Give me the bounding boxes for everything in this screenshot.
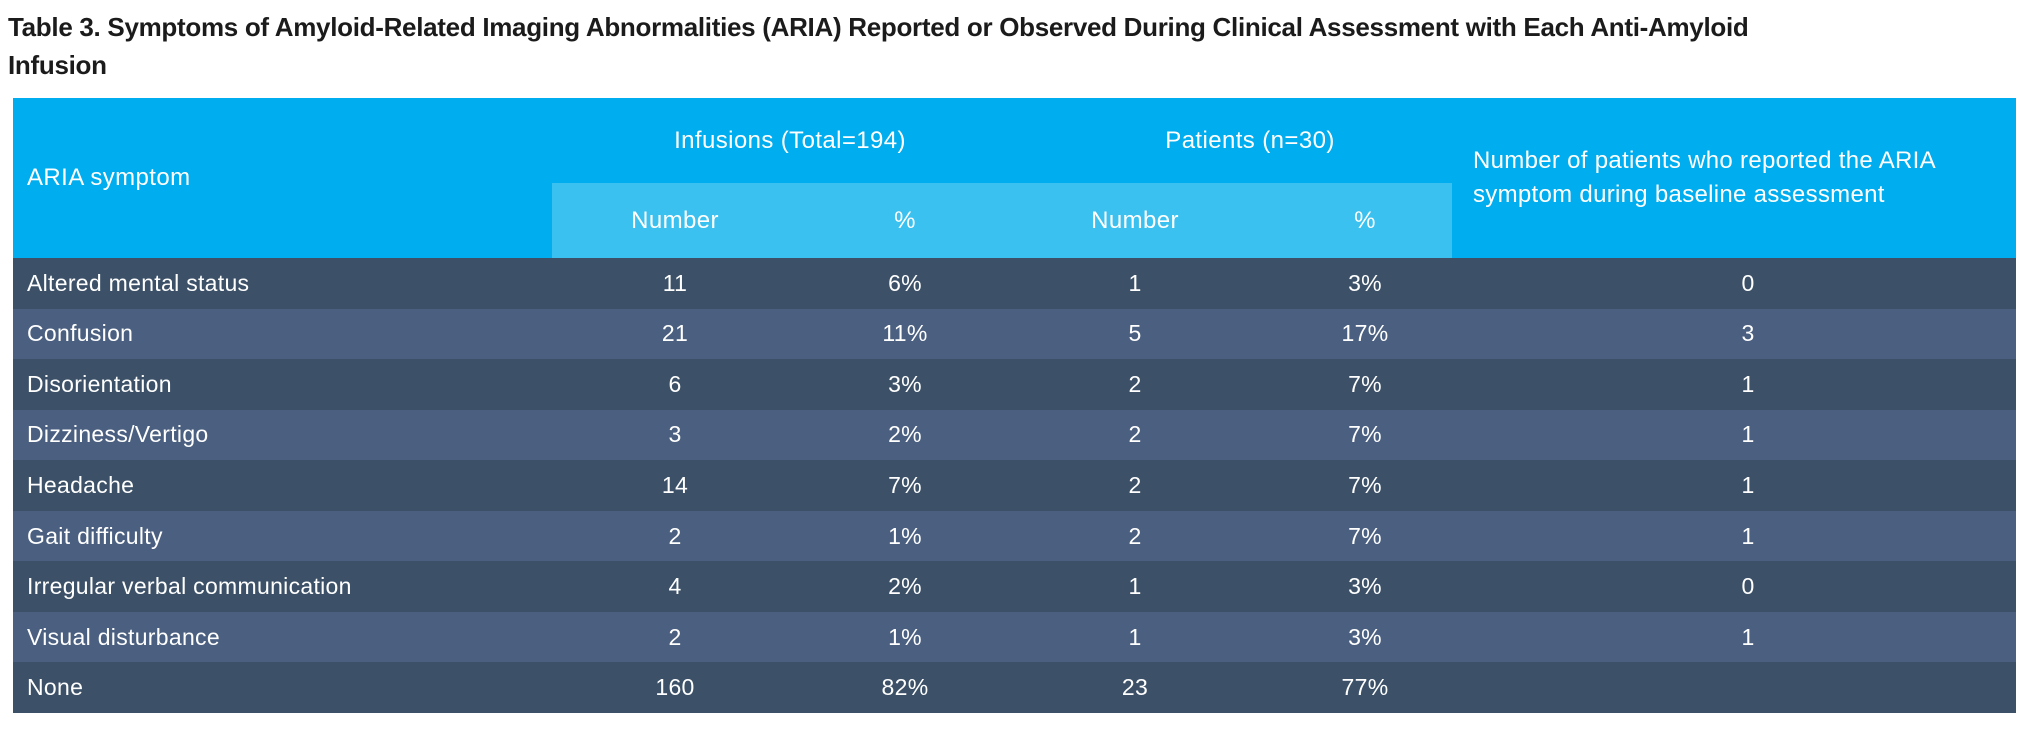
table-row: Dizziness/Vertigo 3 2% 2 7% 1 (13, 409, 2016, 461)
table-row: None 160 82% 23 77% (13, 662, 2016, 713)
cell-baseline: 3 (1741, 320, 1755, 347)
aria-symptoms-table: ARIA symptom Infusions (Total=194) Patie… (13, 98, 2016, 713)
cell-patients-number: 2 (1128, 522, 1142, 549)
cell-patients-percent: 3% (1348, 269, 1382, 296)
cell-symptom: Altered mental status (27, 269, 250, 296)
cell-symptom: Gait difficulty (27, 522, 163, 549)
cell-baseline: 1 (1741, 370, 1755, 397)
table-row: Headache 14 7% 2 7% 1 (13, 460, 2016, 511)
cell-baseline: 1 (1741, 421, 1755, 448)
subheader-infusions-percent: % (894, 206, 916, 234)
subheader-band (552, 183, 1452, 258)
cell-patients-number: 23 (1121, 674, 1149, 701)
cell-infusions-percent: 6% (888, 269, 922, 296)
cell-infusions-percent: 11% (882, 320, 928, 347)
table-body: Altered mental status 11 6% 1 3% 0 Confu… (13, 258, 2016, 713)
subheader-patients-number: Number (1091, 206, 1179, 234)
cell-symptom: Irregular verbal communication (27, 573, 352, 600)
cell-infusions-percent: 2% (888, 421, 922, 448)
cell-infusions-percent: 2% (888, 573, 922, 600)
cell-patients-percent: 17% (1341, 320, 1389, 347)
cell-patients-percent: 3% (1348, 623, 1382, 650)
table-title-line1: Table 3. Symptoms of Amyloid-Related Ima… (8, 12, 1749, 42)
cell-infusions-number: 2 (668, 623, 682, 650)
cell-infusions-number: 4 (668, 573, 682, 600)
cell-patients-number: 1 (1128, 623, 1142, 650)
col-header-aria-symptom: ARIA symptom (27, 164, 191, 191)
cell-patients-number: 2 (1128, 421, 1142, 448)
cell-symptom: Confusion (27, 320, 134, 347)
cell-infusions-percent: 7% (888, 471, 922, 498)
cell-infusions-percent: 1% (888, 522, 922, 549)
cell-baseline: 1 (1741, 471, 1755, 498)
table-row: Irregular verbal communication 4 2% 1 3%… (13, 561, 2016, 612)
table-row: Visual disturbance 2 1% 1 3% 1 (13, 611, 2016, 663)
cell-symptom: Disorientation (27, 370, 172, 397)
col-group-header-infusions: Infusions (Total=194) (674, 126, 906, 154)
cell-symptom: None (27, 674, 84, 701)
cell-baseline: 1 (1741, 522, 1755, 549)
cell-patients-percent: 7% (1348, 522, 1382, 549)
subheader-infusions-number: Number (631, 206, 719, 234)
table-header: ARIA symptom Infusions (Total=194) Patie… (13, 98, 2016, 258)
table-row: Altered mental status 11 6% 1 3% 0 (13, 258, 2016, 309)
cell-baseline: 0 (1741, 269, 1755, 296)
cell-patients-percent: 3% (1348, 573, 1382, 600)
cell-infusions-percent: 3% (888, 370, 922, 397)
table-row: Confusion 21 11% 5 17% 3 (13, 308, 2016, 360)
cell-patients-percent: 7% (1348, 471, 1382, 498)
cell-symptom: Headache (27, 471, 135, 498)
col-header-baseline-assessment: Number of patients who reported the ARIA… (1473, 147, 1935, 208)
cell-infusions-number: 11 (662, 269, 688, 296)
table-title-line2: Infusion (8, 50, 107, 80)
cell-patients-percent: 77% (1341, 674, 1389, 701)
cell-patients-number: 5 (1128, 320, 1142, 347)
cell-infusions-number: 14 (661, 471, 689, 498)
cell-infusions-number: 6 (668, 370, 682, 397)
cell-infusions-percent: 82% (881, 674, 929, 701)
cell-infusions-number: 2 (668, 522, 682, 549)
cell-symptom: Visual disturbance (27, 623, 220, 650)
cell-patients-number: 2 (1128, 370, 1142, 397)
cell-patients-percent: 7% (1348, 370, 1382, 397)
cell-infusions-percent: 1% (888, 623, 922, 650)
cell-patients-percent: 7% (1348, 421, 1382, 448)
table-title: Table 3. Symptoms of Amyloid-Related Ima… (8, 8, 2018, 84)
cell-symptom: Dizziness/Vertigo (27, 421, 209, 448)
table-row: Disorientation 6 3% 2 7% 1 (13, 359, 2016, 410)
cell-patients-number: 1 (1128, 269, 1142, 296)
cell-patients-number: 1 (1128, 573, 1142, 600)
col-group-header-patients: Patients (n=30) (1165, 126, 1335, 154)
cell-patients-number: 2 (1128, 471, 1142, 498)
cell-baseline: 1 (1741, 623, 1755, 650)
table-row: Gait difficulty 2 1% 2 7% 1 (13, 510, 2016, 562)
cell-infusions-number: 160 (655, 674, 695, 701)
cell-baseline: 0 (1741, 573, 1755, 600)
cell-infusions-number: 3 (668, 421, 682, 448)
cell-infusions-number: 21 (661, 320, 689, 347)
subheader-patients-percent: % (1354, 206, 1376, 234)
